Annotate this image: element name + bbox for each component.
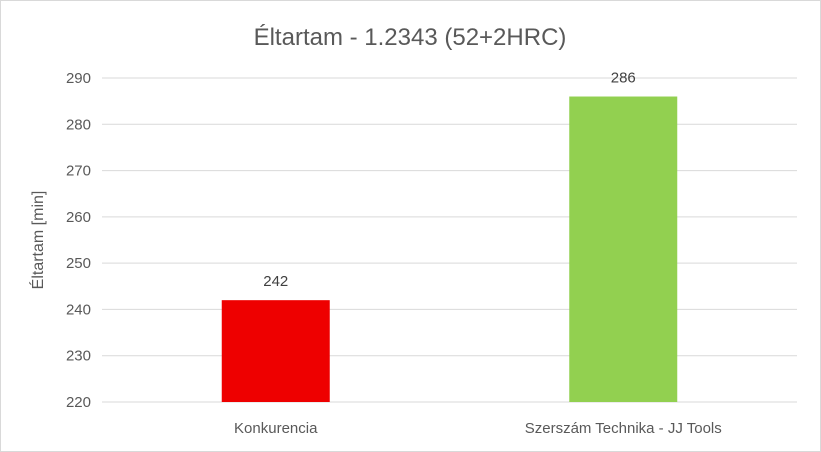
y-tick-label: 220 bbox=[66, 394, 91, 411]
y-axis-label: Éltartam [min] bbox=[28, 191, 47, 290]
data-label: 242 bbox=[263, 273, 288, 290]
bars bbox=[221, 96, 678, 402]
bar bbox=[221, 300, 330, 402]
x-category-label: Konkurencia bbox=[234, 420, 318, 437]
y-tick-label: 270 bbox=[66, 163, 91, 180]
y-tick-label: 250 bbox=[66, 255, 91, 272]
x-axis-categories: Konkurencia Szerszám Technika - JJ Tools bbox=[234, 420, 722, 437]
bar bbox=[569, 96, 678, 402]
y-tick-label: 290 bbox=[66, 70, 91, 87]
y-axis-ticks: 220 230 240 250 260 270 280 290 bbox=[66, 70, 91, 411]
x-category-label: Szerszám Technika - JJ Tools bbox=[525, 420, 722, 437]
gridlines bbox=[102, 77, 797, 403]
chart-title: Éltartam - 1.2343 (52+2HRC) bbox=[254, 24, 567, 51]
data-label: 286 bbox=[611, 70, 636, 87]
y-tick-label: 260 bbox=[66, 209, 91, 226]
y-tick-label: 230 bbox=[66, 348, 91, 365]
y-tick-label: 240 bbox=[66, 301, 91, 318]
data-labels: 242 286 bbox=[263, 70, 636, 291]
y-tick-label: 280 bbox=[66, 116, 91, 133]
